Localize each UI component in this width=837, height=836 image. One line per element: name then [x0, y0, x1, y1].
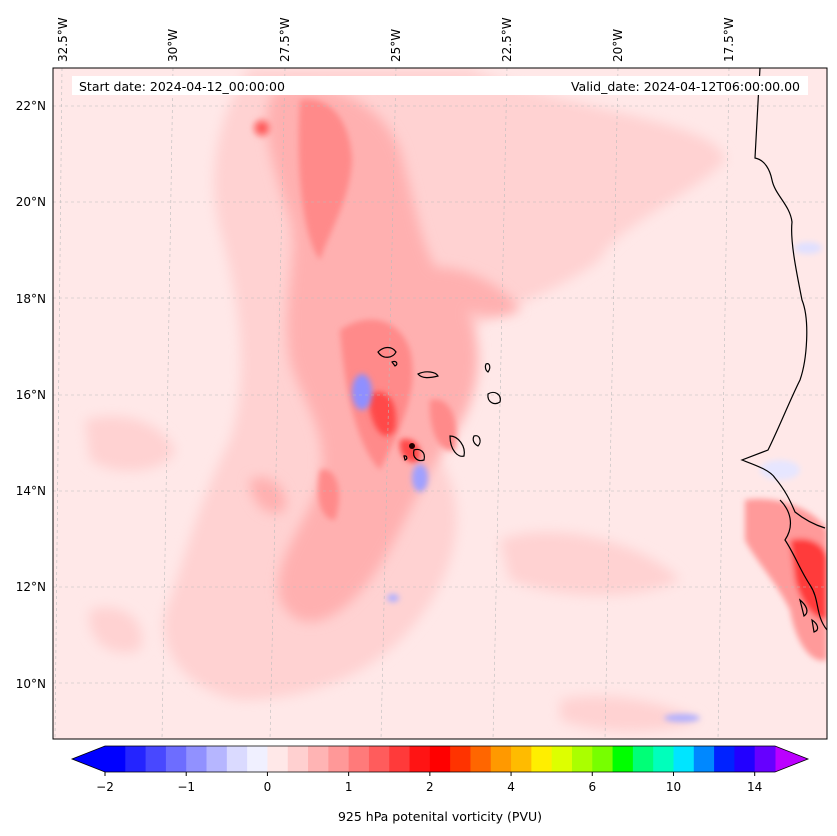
colorbar-swatch [592, 746, 614, 772]
colorbar-swatch [368, 746, 390, 772]
lat-label: 10°N [16, 677, 46, 691]
colorbar-swatch [612, 746, 634, 772]
colorbar-swatch [632, 746, 654, 772]
coastlines [377, 68, 827, 633]
colorbar [70, 745, 810, 773]
colorbar-swatch [389, 746, 411, 772]
pv-field [53, 68, 827, 739]
colorbar-tick-label: 4 [507, 780, 515, 794]
lat-label: 16°N [16, 388, 46, 402]
colorbar-swatch [450, 746, 471, 772]
colorbar-swatch [165, 746, 187, 772]
island-boa-vista [487, 391, 501, 405]
colorbar-tick-label: −2 [96, 780, 114, 794]
colorbar-swatch [328, 746, 350, 772]
lon-label: 20°W [611, 29, 625, 62]
valid-date-label: Valid_date: 2024-04-12T06:00:00.00 [571, 79, 800, 94]
lon-label: 30°W [166, 29, 180, 62]
colorbar-swatch [145, 746, 167, 772]
lat-label: 14°N [16, 484, 46, 498]
colorbar-swatch [754, 746, 776, 772]
colorbar-tick-label: −1 [177, 780, 195, 794]
pv-coastal [745, 499, 827, 661]
colorbar-swatch [551, 746, 573, 772]
island-brava [403, 455, 408, 461]
island-sal [484, 363, 491, 373]
colorbar-tick-label: 2 [426, 780, 434, 794]
guinea-coastline [779, 499, 827, 631]
colorbar-swatch [511, 746, 532, 772]
lat-label: 20°N [16, 195, 46, 209]
colorbar-tick-label: 0 [264, 780, 272, 794]
lon-label: 32.5°W [56, 17, 70, 62]
colorbar-extend-min [72, 746, 105, 772]
colorbar-extend-max [775, 746, 808, 772]
colorbar-swatch [673, 746, 695, 772]
island-sao-vicente [391, 360, 398, 367]
pv-maximum [409, 443, 415, 449]
colorbar-swatch [409, 746, 431, 772]
colorbar-swatch [186, 746, 208, 772]
colorbar-tick-label: 10 [666, 780, 681, 794]
gridlines [53, 68, 827, 739]
island-sao-nicolau [417, 371, 439, 379]
colorbar-swatch [226, 746, 248, 772]
colorbar-swatch [571, 746, 593, 772]
colorbar-swatch [531, 746, 553, 772]
colorbar-swatch [267, 746, 289, 772]
island-maio [472, 435, 481, 447]
lon-label: 25°W [389, 29, 403, 62]
lon-label: 22.5°W [500, 17, 514, 62]
africa-coastline [740, 68, 826, 529]
colorbar-tick-label: 1 [345, 780, 353, 794]
colorbar-swatch [206, 746, 228, 772]
island-santo-antao [377, 346, 397, 358]
lon-label: 17.5°W [722, 17, 736, 62]
pv-negative [352, 242, 822, 722]
start-date-label: Start date: 2024-04-12_00:00:00 [79, 79, 285, 94]
colorbar-swatch [348, 746, 370, 772]
pv-band-red [258, 124, 421, 463]
lat-label: 18°N [16, 292, 46, 306]
lat-label: 22°N [16, 99, 46, 113]
colorbar-swatch [105, 746, 126, 772]
island-santiago [449, 435, 465, 457]
colorbar-swatch [125, 746, 147, 772]
map-border [52, 67, 828, 740]
lat-tick-labels: 22°N 20°N 18°N 16°N 14°N 12°N 10°N [16, 99, 46, 691]
colorbar-swatch [287, 746, 309, 772]
colorbar-swatch [490, 746, 512, 772]
colorbar-swatch [429, 746, 451, 772]
colorbar-swatch [470, 746, 492, 772]
colorbar-swatch [734, 746, 756, 772]
colorbar-swatch [308, 746, 329, 772]
colorbar-swatch [693, 746, 715, 772]
lat-label: 12°N [16, 580, 46, 594]
colorbar-label: 925 hPa potenital vorticity (PVU) [338, 809, 542, 824]
colorbar-swatch [714, 746, 735, 772]
colorbar-tick-label: 6 [588, 780, 596, 794]
colorbar-tick-label: 14 [747, 780, 762, 794]
bissagos-islands [798, 598, 819, 633]
colorbar-swatch [247, 746, 268, 772]
colorbar-swatch [653, 746, 674, 772]
header-box [72, 76, 808, 95]
colorbar-ticks: −2 −1 0 1 2 4 6 10 14 [96, 772, 762, 794]
lon-tick-labels: 32.5°W 30°W 27.5°W 25°W 22.5°W 20°W 17.5… [56, 17, 736, 62]
island-fogo [413, 448, 425, 462]
lon-label: 27.5°W [278, 17, 292, 62]
